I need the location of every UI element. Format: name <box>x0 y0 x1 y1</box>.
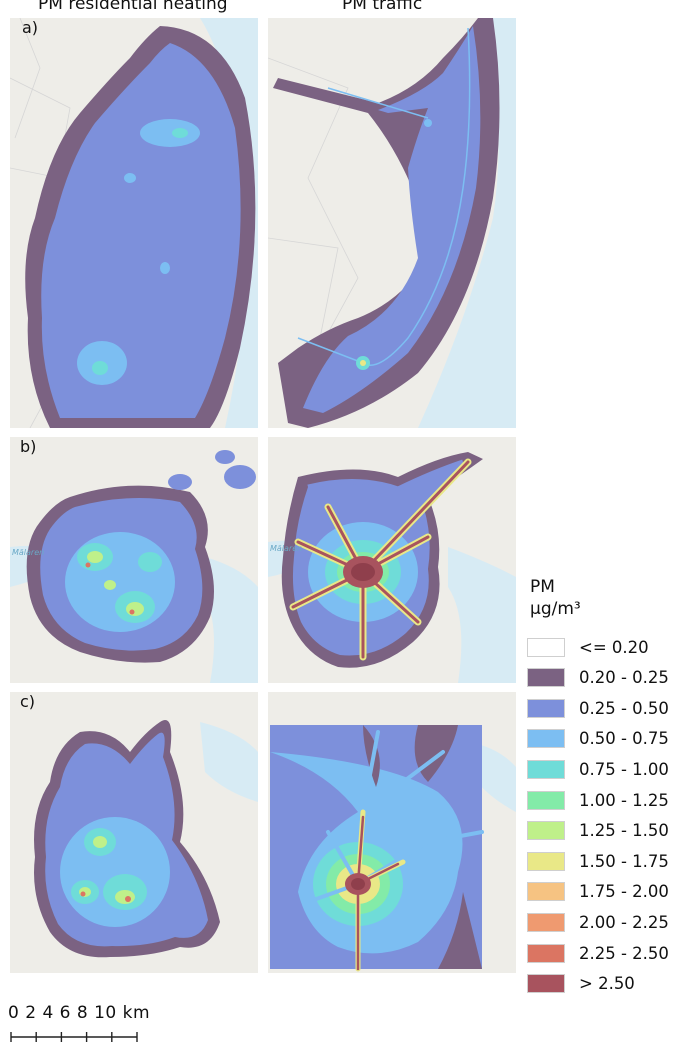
legend-swatch <box>527 790 565 810</box>
legend-swatch <box>527 637 565 657</box>
legend-item: 1.25 - 1.50 <box>527 820 669 842</box>
legend-item: 0.75 - 1.00 <box>527 758 669 780</box>
legend-swatch <box>527 974 565 994</box>
legend-label: 1.75 - 2.00 <box>579 882 669 902</box>
legend-swatch <box>527 759 565 779</box>
legend-swatch <box>527 698 565 718</box>
legend-item: 2.00 - 2.25 <box>527 911 669 933</box>
legend-swatch <box>527 943 565 963</box>
legend-title: PM µg/m³ <box>530 576 581 620</box>
map-panel-b-traffic: Mälaren <box>268 437 516 683</box>
scale-bar-label: 0 2 4 6 8 10 km <box>8 1003 151 1023</box>
legend-label: 1.25 - 1.50 <box>579 821 669 841</box>
legend-swatch <box>527 882 565 902</box>
legend-swatch <box>527 668 565 688</box>
legend-item: 0.25 - 0.50 <box>527 697 669 719</box>
legend-label: 1.00 - 1.25 <box>579 790 669 810</box>
lake-label-b-res: Mälaren <box>12 548 44 557</box>
map-panel-b-residential: Mälaren <box>10 437 258 683</box>
legend-item: > 2.50 <box>527 973 635 995</box>
legend-label: 1.50 - 1.75 <box>579 851 669 871</box>
legend-item: 0.20 - 0.25 <box>527 667 669 689</box>
lake-label-b-traffic: Mälaren <box>270 544 302 553</box>
legend-swatch <box>527 851 565 871</box>
legend-label: 0.50 - 0.75 <box>579 729 669 749</box>
legend-title-line1: PM <box>530 577 555 597</box>
row-label-c: c) <box>20 692 36 711</box>
legend-swatch <box>527 912 565 932</box>
legend-title-line2: µg/m³ <box>530 599 581 619</box>
column-title-traffic: PM traffic <box>342 0 423 14</box>
map-panel-a-traffic <box>268 18 516 428</box>
legend-swatch <box>527 821 565 841</box>
legend-item: 2.25 - 2.50 <box>527 942 669 964</box>
legend-item: 1.00 - 1.25 <box>527 789 669 811</box>
map-panel-c-traffic <box>268 692 516 973</box>
legend-item: 1.50 - 1.75 <box>527 850 669 872</box>
map-panel-a-residential <box>10 18 258 428</box>
legend-label: 2.00 - 2.25 <box>579 912 669 932</box>
row-label-b: b) <box>20 437 37 456</box>
legend-swatch <box>527 729 565 749</box>
legend-label: > 2.50 <box>579 974 635 994</box>
legend-label: 0.20 - 0.25 <box>579 668 669 688</box>
legend-label: 0.75 - 1.00 <box>579 759 669 779</box>
map-panel-c-residential <box>10 692 258 973</box>
legend-label: 2.25 - 2.50 <box>579 943 669 963</box>
legend-label: 0.25 - 0.50 <box>579 698 669 718</box>
legend-item: <= 0.20 <box>527 636 649 658</box>
column-title-residential: PM residential heating <box>38 0 228 14</box>
scale-bar <box>10 1032 138 1042</box>
row-label-a: a) <box>22 18 39 37</box>
legend-item: 1.75 - 2.00 <box>527 881 669 903</box>
legend-label: <= 0.20 <box>579 637 649 657</box>
legend-item: 0.50 - 0.75 <box>527 728 669 750</box>
